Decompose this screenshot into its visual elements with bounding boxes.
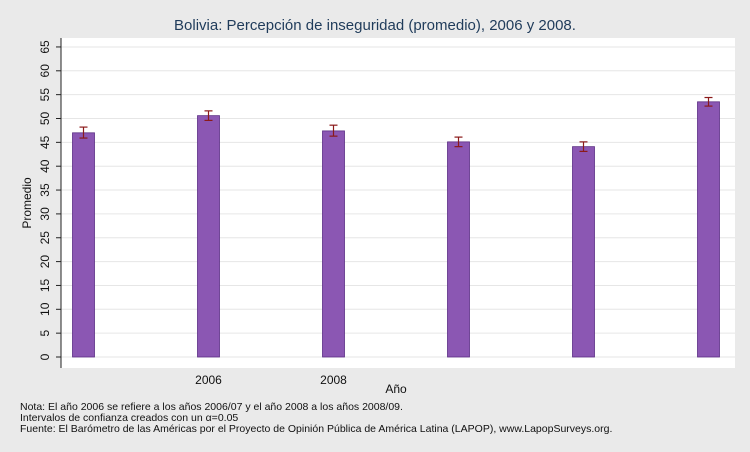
confidence-interval-note: Intervalos de confianza creados con un α… [20,412,239,424]
y-tick-label: 60 [38,64,52,78]
y-tick-label: 35 [38,183,52,197]
y-tick-label: 50 [38,112,52,126]
y-tick-label: 55 [38,88,52,102]
y-tick-label: 0 [38,353,52,360]
note-text: Nota: El año 2006 se refiere a los años … [20,401,403,413]
x-tick-label: 2008 [320,373,347,387]
y-tick-label: 15 [38,278,52,292]
y-tick-label: 40 [38,159,52,173]
y-tick-label: 30 [38,207,52,221]
bar [697,101,720,358]
plot-area [61,38,735,368]
bar [197,115,220,358]
y-tick-label: 25 [38,231,52,245]
chart-title: Bolivia: Percepción de inseguridad (prom… [174,17,576,34]
bar [572,146,595,358]
y-tick-label: 45 [38,135,52,149]
y-tick-label: 20 [38,255,52,269]
x-axis-label: Año [385,382,407,396]
y-tick-label: 10 [38,302,52,316]
y-tick-label: 5 [38,329,52,336]
x-tick-label: 2006 [195,373,222,387]
bar [322,130,345,358]
source-note: Fuente: El Barómetro de las Américas por… [20,423,613,435]
y-tick-label: 65 [38,40,52,54]
bar [447,141,470,358]
bar [72,132,95,358]
y-axis-label: Promedio [20,177,34,229]
